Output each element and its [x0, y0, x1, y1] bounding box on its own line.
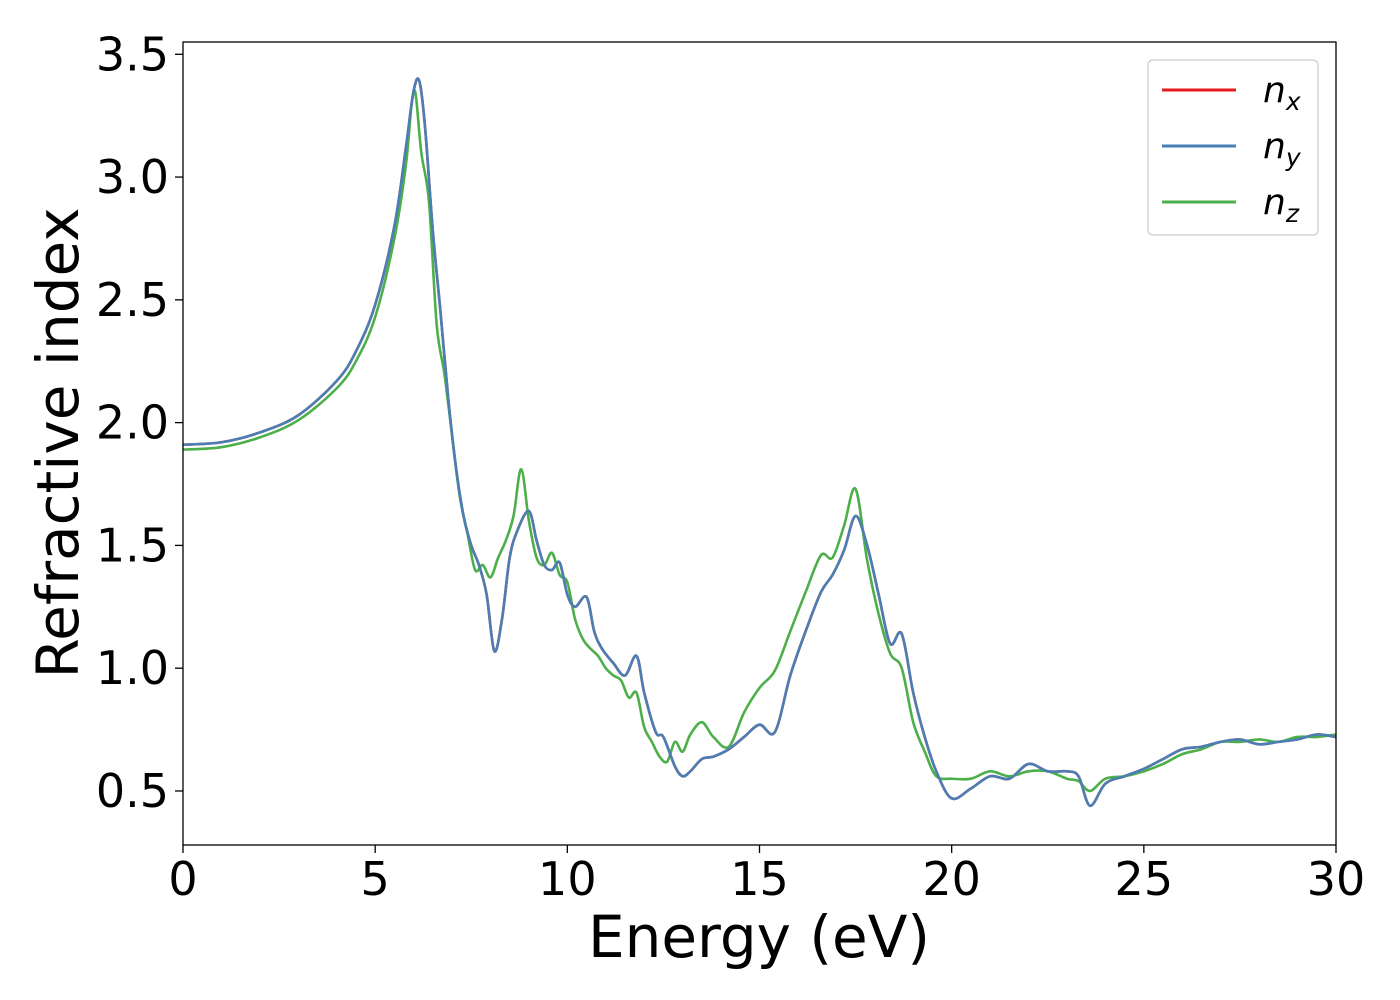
x-tick-label: 15 — [730, 852, 789, 906]
legend-label-base: n — [1263, 70, 1286, 111]
x-tick-label: 25 — [1115, 852, 1174, 906]
x-tick-label: 5 — [361, 852, 390, 906]
x-axis-title: Energy (eV) — [588, 903, 930, 971]
series-layer — [183, 77, 1336, 808]
x-tick-label: 20 — [922, 852, 981, 906]
legend-label-subscript: y — [1285, 143, 1302, 172]
legend-label-nx: nx — [1263, 70, 1301, 116]
x-tick-label: 10 — [538, 852, 597, 906]
legend-label-base: n — [1263, 182, 1286, 223]
y-axis: 0.5 1.0 1.5 2.0 2.5 3.0 3.5 — [96, 27, 183, 818]
legend-label-subscript: z — [1285, 199, 1300, 228]
y-tick-label: 3.5 — [96, 27, 169, 81]
legend-label-ny: ny — [1263, 126, 1302, 172]
y-tick-label: 1.5 — [96, 518, 169, 572]
y-tick-label: 0.5 — [96, 764, 169, 818]
x-tick-label: 30 — [1307, 852, 1366, 906]
legend-label-base: n — [1263, 126, 1286, 167]
x-axis: 0 5 10 15 20 25 30 — [168, 845, 1365, 906]
plot-background — [183, 42, 1336, 845]
legend-label-subscript: x — [1285, 87, 1301, 116]
y-tick-label: 2.0 — [96, 396, 169, 450]
y-tick-label: 1.0 — [96, 641, 169, 695]
legend-label-nz: nz — [1263, 182, 1300, 228]
y-tick-label: 3.0 — [96, 150, 169, 204]
y-tick-label: 2.5 — [96, 273, 169, 327]
series-line-nz — [183, 88, 1336, 793]
y-axis-title: Refractive index — [24, 207, 92, 678]
series-line-ny — [183, 77, 1336, 808]
x-tick-label: 0 — [168, 852, 197, 906]
